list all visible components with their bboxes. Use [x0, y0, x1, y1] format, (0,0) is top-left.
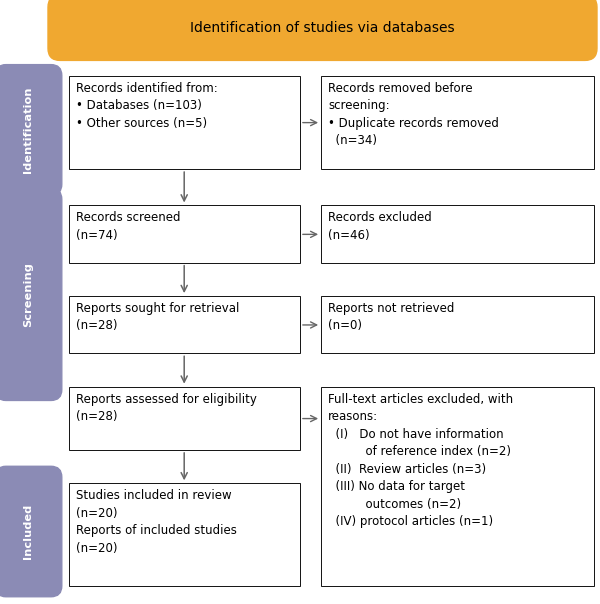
- FancyBboxPatch shape: [48, 0, 597, 60]
- FancyBboxPatch shape: [0, 188, 62, 400]
- Text: Reports assessed for eligibility
(n=28): Reports assessed for eligibility (n=28): [76, 393, 257, 423]
- FancyBboxPatch shape: [69, 76, 300, 169]
- FancyBboxPatch shape: [321, 76, 594, 169]
- Text: Records identified from:
• Databases (n=103)
• Other sources (n=5): Records identified from: • Databases (n=…: [76, 82, 218, 129]
- FancyBboxPatch shape: [69, 296, 300, 353]
- Text: Reports sought for retrieval
(n=28): Reports sought for retrieval (n=28): [76, 302, 239, 332]
- FancyBboxPatch shape: [0, 65, 62, 195]
- FancyBboxPatch shape: [69, 205, 300, 263]
- Text: Full-text articles excluded, with
reasons:
  (I)   Do not have information
     : Full-text articles excluded, with reason…: [328, 393, 514, 528]
- FancyBboxPatch shape: [321, 296, 594, 353]
- FancyBboxPatch shape: [321, 387, 594, 586]
- FancyBboxPatch shape: [321, 205, 594, 263]
- Text: Records screened
(n=74): Records screened (n=74): [76, 211, 181, 242]
- Text: Screening: Screening: [23, 262, 34, 327]
- FancyBboxPatch shape: [69, 387, 300, 450]
- Text: Records removed before
screening:
• Duplicate records removed
  (n=34): Records removed before screening: • Dupl…: [328, 82, 499, 147]
- Text: Records excluded
(n=46): Records excluded (n=46): [328, 211, 432, 242]
- Text: Reports not retrieved
(n=0): Reports not retrieved (n=0): [328, 302, 455, 332]
- FancyBboxPatch shape: [0, 466, 62, 597]
- Text: Identification: Identification: [23, 86, 34, 173]
- FancyBboxPatch shape: [69, 483, 300, 586]
- Text: Identification of studies via databases: Identification of studies via databases: [190, 21, 455, 35]
- Text: Included: Included: [23, 504, 34, 559]
- Text: Studies included in review
(n=20)
Reports of included studies
(n=20): Studies included in review (n=20) Report…: [76, 489, 237, 554]
